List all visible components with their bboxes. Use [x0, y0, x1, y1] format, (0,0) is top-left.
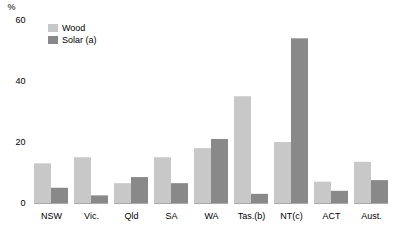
- html-text:Solar (a): Solar (a): [62, 35, 97, 45]
- svg-text:NT(c): NT(c): [280, 211, 303, 221]
- svg-text:ACT: ACT: [323, 211, 342, 221]
- html-text:Wood: Wood: [62, 23, 86, 33]
- svg-text:20: 20: [15, 137, 25, 147]
- svg-text:Tas.(b): Tas.(b): [238, 211, 266, 221]
- svg-text:0: 0: [20, 198, 25, 208]
- svg-text:60: 60: [15, 15, 25, 25]
- svg-text:Vic.: Vic.: [84, 211, 99, 221]
- svg-text:Qld: Qld: [124, 211, 138, 221]
- svg-text:Aust.: Aust.: [361, 211, 382, 221]
- svg-text:WA: WA: [204, 211, 218, 221]
- svg-text:40: 40: [15, 76, 25, 86]
- svg-text:SA: SA: [165, 211, 177, 221]
- svg-text:%: %: [8, 2, 16, 12]
- svg-text:NSW: NSW: [41, 211, 63, 221]
